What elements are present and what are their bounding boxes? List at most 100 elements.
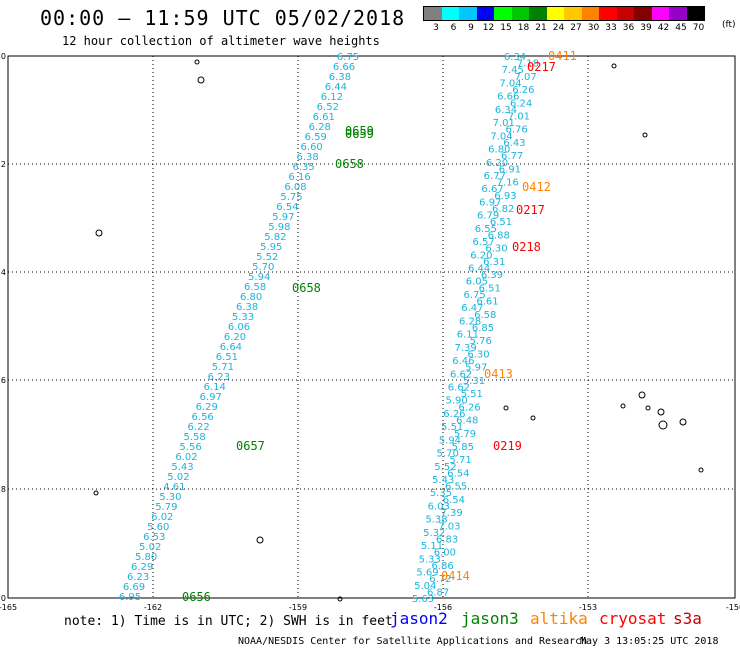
swh-value: 6.55 — [445, 482, 467, 493]
island-outline — [638, 391, 646, 399]
swh-value: 6.05 — [466, 277, 488, 288]
pass-label-altika: 0413 — [484, 367, 513, 381]
swh-value: 4.61 — [163, 482, 185, 493]
island-outline — [679, 418, 687, 426]
legend-altika: altika — [530, 609, 588, 628]
lon-tick-label: -153 — [579, 603, 597, 612]
color-scale-legend: 3 6 9 12 15 18 21 24 27 30 33 36 39 42 45 70 — [423, 6, 705, 33]
swh-value: 5.94 — [439, 435, 461, 446]
swh-value: 6.79 — [477, 211, 499, 222]
swh-value: 6.51 — [216, 352, 238, 363]
swh-value: 6.52 — [317, 102, 339, 113]
swh-value: 7.03 — [438, 521, 460, 532]
swh-value: 6.22 — [187, 422, 209, 433]
swh-value: 6.38 — [236, 302, 258, 313]
swh-value: 5.11 — [421, 541, 443, 552]
swh-value: 6.88 — [488, 230, 510, 241]
swh-value: 5.51 — [461, 389, 483, 400]
footer-note: note: 1) Time is in UTC; 2) SWH is in fe… — [64, 614, 393, 629]
swh-value: 6.31 — [483, 257, 505, 268]
swh-value: 6.57 — [472, 237, 494, 248]
swh-value: 5.98 — [268, 222, 290, 233]
swh-value: 6.26 — [512, 85, 534, 96]
island-outline — [611, 63, 617, 69]
swh-value: 5.90 — [446, 396, 468, 407]
swh-value: 7.18 — [517, 59, 539, 70]
swh-value: 6.23 — [127, 572, 149, 583]
swh-value: 6.06 — [228, 322, 250, 333]
color-swatch — [511, 7, 529, 20]
swh-value: 6.12 — [321, 92, 343, 103]
swh-value: 6.54 — [276, 202, 298, 213]
swh-value: 6.26 — [458, 402, 480, 413]
color-swatch — [686, 7, 704, 20]
swh-value: 6.20 — [470, 250, 492, 261]
island-outline — [658, 420, 668, 430]
swh-value: 6.43 — [503, 138, 525, 149]
map-frame — [7, 55, 736, 599]
swh-value: 6.61 — [476, 297, 498, 308]
lon-tick-label: -165 — [0, 603, 17, 612]
island-outline — [503, 405, 509, 411]
swh-value: 5.79 — [454, 429, 476, 440]
swh-value: 6.44 — [325, 82, 347, 93]
color-scale-tick: 12 — [482, 23, 495, 33]
swh-value: 7.45 — [502, 65, 524, 76]
swh-value: 6.38 — [329, 72, 351, 83]
island-outline — [657, 408, 665, 416]
swh-value: 6.69 — [123, 582, 145, 593]
swh-value: 5.04 — [414, 581, 436, 592]
swh-value: 5.30 — [159, 492, 181, 503]
swh-value: 5.51 — [441, 422, 463, 433]
swh-value: 5.71 — [449, 455, 471, 466]
swh-value: 6.48 — [456, 416, 478, 427]
color-scale-tick: 70 — [692, 23, 705, 33]
swh-value: 6.66 — [497, 92, 519, 103]
legend-jason2: jason2 — [390, 609, 448, 628]
swh-value: 7.39 — [440, 508, 462, 519]
color-scale-swatches — [423, 6, 705, 21]
swh-value: 6.03 — [428, 501, 450, 512]
swh-value: 5.80 — [135, 552, 157, 563]
color-scale-tick: 45 — [675, 23, 687, 33]
swh-value: 6.26 — [443, 409, 465, 420]
island-outline — [93, 490, 99, 496]
swh-value: 6.60 — [301, 142, 323, 153]
swh-value: 6.55 — [475, 224, 497, 235]
color-scale-tick: 18 — [517, 23, 530, 33]
island-outline — [95, 229, 103, 237]
swh-value: 6.34 — [504, 52, 526, 63]
swh-value: 6.54 — [443, 495, 465, 506]
swh-value: 6.44 — [468, 264, 490, 275]
swh-value: 5.31 — [463, 376, 485, 387]
map-title: 00:00 – 11:59 UTC 05/02/2018 — [40, 6, 406, 30]
island-outline — [642, 132, 648, 138]
pass-label-jason3: 0657 — [236, 439, 265, 453]
swh-value: 5.94 — [248, 272, 270, 283]
color-swatch — [581, 7, 599, 20]
swh-value: 6.58 — [474, 310, 496, 321]
swh-value: 6.30 — [485, 244, 507, 255]
lon-tick-label: -162 — [144, 603, 162, 612]
color-swatch — [424, 7, 442, 20]
swh-value: 6.80 — [488, 145, 510, 156]
swh-value: 6.30 — [467, 349, 489, 360]
color-swatch — [476, 7, 494, 20]
pass-label-cryosat: 0217 — [516, 203, 545, 217]
swh-value: 6.93 — [494, 191, 516, 202]
swh-value: 5.52 — [434, 462, 456, 473]
swh-value: 5.32 — [423, 528, 445, 539]
color-swatch — [494, 7, 512, 20]
island-outline — [194, 59, 200, 65]
swh-value: 5.75 — [280, 192, 302, 203]
legend-cryosat: cryosat — [599, 609, 667, 628]
swh-value: 6.77 — [484, 171, 506, 182]
swh-value: 6.72 — [429, 574, 451, 585]
swh-value: 6.29 — [131, 562, 153, 573]
swh-value: 5.43 — [432, 475, 454, 486]
swh-value: 6.14 — [204, 382, 226, 393]
swh-value: 6.95 — [119, 592, 141, 603]
swh-value: 5.97 — [465, 363, 487, 374]
swh-value: 5.60 — [147, 522, 169, 533]
